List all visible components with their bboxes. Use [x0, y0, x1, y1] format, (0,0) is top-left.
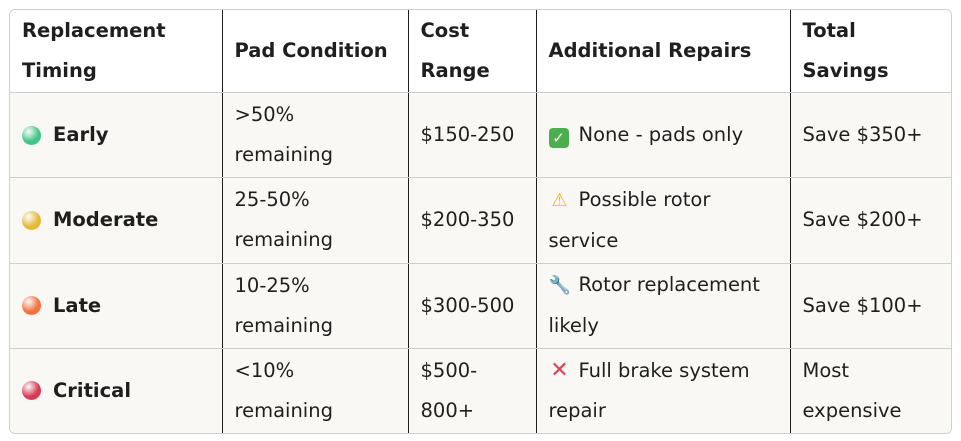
yellow-circle-icon — [22, 210, 41, 230]
header-additional-repairs: Additional Repairs — [536, 10, 791, 93]
table-header-row: Replacement Timing Pad Condition Cost Ra… — [10, 10, 951, 93]
total-savings-cell: Save $350+ — [790, 92, 951, 179]
cost-range-cell: $200-350 — [408, 177, 537, 264]
cost-range-cell: $150-250 — [408, 92, 537, 179]
orange-circle-icon — [22, 296, 41, 316]
header-total-savings: Total Savings — [790, 10, 951, 93]
additional-repairs-text: Rotor replacement likely — [548, 273, 760, 338]
header-cost-range: Cost Range — [408, 10, 537, 93]
cost-range-cell: $300-500 — [408, 263, 537, 349]
red-circle-icon — [22, 381, 41, 401]
brake-pad-table: Replacement Timing Pad Condition Cost Ra… — [9, 9, 952, 434]
additional-repairs-text: Possible rotor service — [548, 187, 711, 252]
table-row: Early >50% remaining $150-250 ✓ None - pa… — [10, 92, 951, 179]
wrench-icon: 🔧 — [548, 275, 571, 297]
green-circle-icon — [22, 125, 41, 145]
pad-condition-cell: 10-25% remaining — [222, 263, 409, 349]
header-pad-condition: Pad Condition — [222, 10, 409, 93]
cross-mark-icon: ✕ — [550, 357, 569, 383]
table-row: Late 10-25% remaining $300-500 🔧 Rotor re… — [10, 263, 951, 349]
check-mark-icon: ✓ — [548, 128, 569, 149]
pad-condition-cell: <10% remaining — [222, 348, 409, 433]
table-row: Critical <10% remaining $500-800+ ✕ Full … — [10, 348, 951, 433]
additional-repairs-text: Full brake system repair — [548, 358, 750, 422]
header-replacement-timing: Replacement Timing — [10, 10, 223, 93]
timing-label: Late — [53, 293, 102, 317]
cost-range-cell: $500-800+ — [408, 348, 537, 433]
total-savings-cell: Save $200+ — [790, 177, 951, 264]
table-row: Moderate 25-50% remaining $200-350 ⚠ Poss… — [10, 177, 951, 264]
pad-condition-cell: 25-50% remaining — [222, 177, 409, 264]
pad-condition-cell: >50% remaining — [222, 92, 409, 179]
total-savings-cell: Save $100+ — [790, 263, 951, 349]
timing-label: Critical — [53, 378, 132, 402]
total-savings-cell: Most expensive — [790, 348, 951, 433]
timing-label: Early — [53, 123, 109, 147]
additional-repairs-text: None - pads only — [578, 123, 744, 147]
timing-label: Moderate — [53, 208, 159, 232]
warning-icon: ⚠ — [551, 189, 568, 211]
